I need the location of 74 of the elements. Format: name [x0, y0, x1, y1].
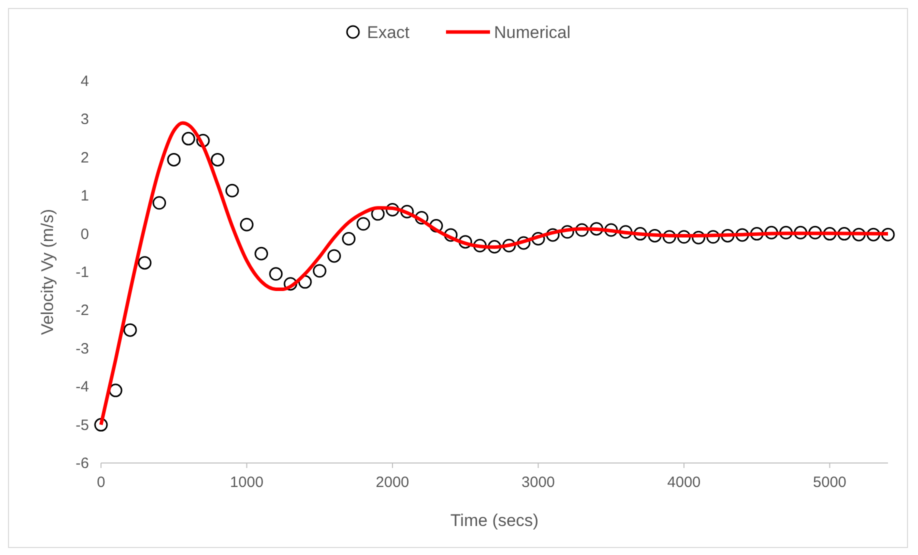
point: [648, 228, 662, 242]
point: [94, 418, 108, 432]
point: [881, 228, 895, 242]
point: [618, 225, 632, 239]
point: [677, 230, 691, 244]
point: [692, 230, 706, 244]
x-tick-label: 2000: [376, 474, 410, 491]
point: [531, 232, 545, 246]
y-tick-label: -1: [76, 264, 89, 281]
y-tick-label: -2: [76, 302, 89, 320]
point: [560, 225, 574, 239]
point: [822, 227, 836, 241]
point: [225, 184, 239, 198]
point: [152, 196, 166, 210]
point: [720, 228, 734, 242]
point: [254, 246, 268, 260]
point: [458, 235, 472, 249]
y-tick-label: 3: [80, 111, 89, 128]
legend-label: Numerical: [494, 23, 571, 42]
point: [838, 227, 852, 241]
point: [182, 132, 196, 146]
y-tick-label: -6: [76, 455, 89, 472]
legend-label: Exact: [367, 23, 410, 42]
point: [138, 256, 152, 270]
point: [210, 152, 224, 166]
point: [414, 211, 428, 225]
point: [546, 228, 560, 242]
point: [764, 226, 778, 240]
point: [167, 152, 181, 166]
point: [386, 202, 400, 216]
point: [575, 223, 589, 237]
point: [706, 230, 720, 244]
point: [516, 236, 530, 250]
point: [342, 232, 356, 246]
y-tick-label: -5: [76, 416, 89, 434]
point: [429, 219, 443, 233]
point: [794, 226, 808, 240]
point: [240, 218, 254, 232]
y-tick-label: -3: [76, 340, 89, 358]
y-tick-label: 2: [80, 149, 89, 166]
point: [196, 134, 210, 148]
x-tick-label: 5000: [813, 474, 846, 491]
point: [488, 240, 502, 254]
x-tick-label: 1000: [230, 474, 264, 491]
x-tick-label: 3000: [522, 474, 555, 491]
point: [866, 228, 880, 242]
point: [736, 228, 750, 242]
point: [400, 204, 414, 218]
point: [808, 226, 822, 240]
point: [327, 249, 341, 263]
point: [502, 238, 516, 252]
point: [590, 222, 604, 236]
point: [312, 264, 326, 278]
point: [750, 227, 764, 241]
y-tick-label: -4: [76, 378, 89, 396]
point: [604, 223, 618, 237]
point: [284, 277, 298, 291]
point: [123, 323, 137, 337]
y-tick-label: 0: [80, 226, 89, 243]
x-axis-title: Time (secs): [450, 511, 539, 530]
y-tick-label: 1: [80, 188, 89, 205]
point: [108, 384, 122, 398]
point: [473, 238, 487, 252]
point: [356, 217, 370, 231]
point: [444, 228, 458, 242]
point: [662, 230, 676, 244]
y-axis-title: Velocity Vy (m/s): [38, 209, 57, 335]
x-tick-label: 4000: [667, 474, 701, 491]
point: [633, 227, 647, 241]
y-tick-label: 4: [80, 73, 89, 90]
point: [779, 226, 793, 240]
point: [269, 267, 283, 281]
point: [852, 228, 866, 242]
x-tick-label: 0: [96, 474, 106, 491]
